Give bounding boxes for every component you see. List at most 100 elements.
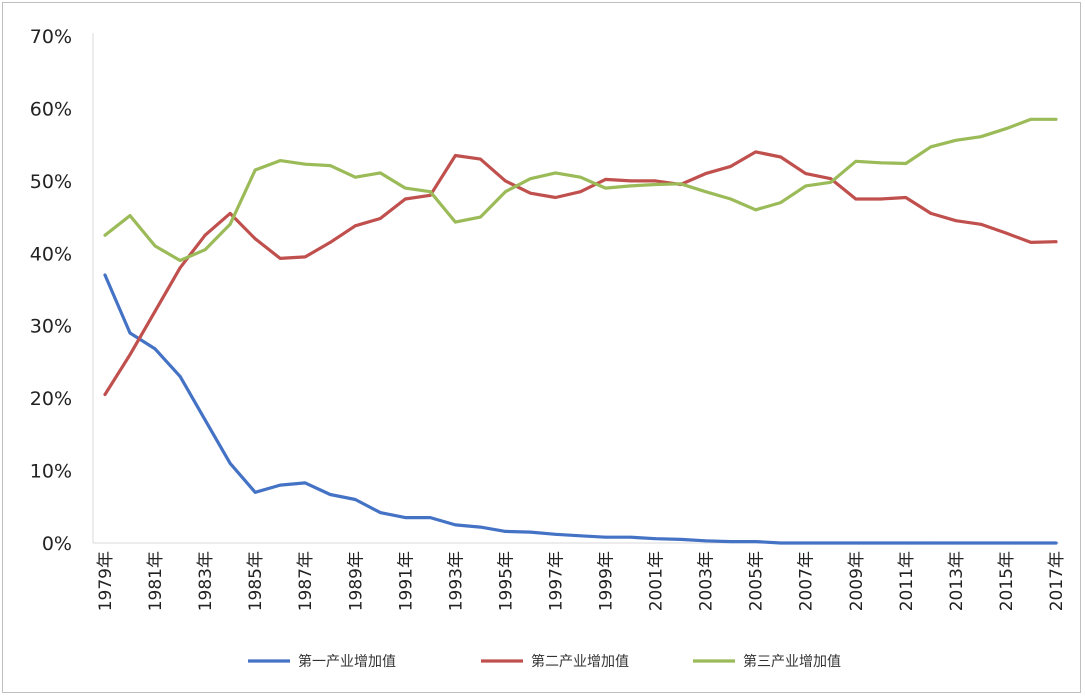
data-point: [879, 161, 883, 165]
data-point: [704, 539, 708, 543]
data-point: [754, 208, 758, 212]
data-point: [253, 490, 257, 494]
data-point: [854, 197, 858, 201]
data-point: [704, 172, 708, 176]
data-point: [278, 159, 282, 162]
data-point: [128, 353, 132, 357]
data-point: [854, 159, 858, 163]
y-tick-label: 10%: [30, 461, 72, 483]
x-tick-label: 2001年: [647, 551, 667, 611]
data-point: [729, 540, 733, 543]
data-point: [904, 196, 908, 199]
data-point: [504, 190, 507, 194]
x-tick-label: 2015年: [997, 551, 1017, 611]
data-point: [629, 535, 632, 539]
x-tick-labels: 1979年 1981年 1983年 1985年 1987年 1989年 1991年 1993年…: [96, 551, 1067, 611]
x-tick-label: 2009年: [847, 551, 867, 611]
legend-label: 第三产业增加值: [743, 653, 841, 670]
x-tick-label: 2013年: [947, 551, 967, 611]
data-point: [604, 186, 607, 190]
data-point: [453, 154, 457, 157]
data-point: [579, 190, 582, 194]
data-point: [779, 155, 783, 159]
data-point: [1054, 117, 1058, 121]
data-point: [353, 224, 357, 228]
data-point: [504, 179, 507, 183]
data-point: [253, 168, 257, 172]
x-tick-label: 1993年: [446, 551, 466, 611]
data-point: [1054, 541, 1058, 545]
data-point: [228, 222, 232, 226]
data-point: [278, 256, 282, 260]
x-tick-label: 1999年: [597, 551, 617, 611]
data-point: [704, 190, 708, 194]
data-point: [103, 233, 107, 237]
x-tick-label: 1985年: [246, 551, 266, 611]
data-point: [554, 196, 557, 199]
data-point: [754, 540, 758, 543]
x-tick-label: 1995年: [496, 551, 516, 611]
data-point: [153, 309, 157, 313]
data-point: [854, 541, 858, 545]
data-point: [654, 537, 657, 541]
data-point: [579, 534, 582, 538]
data-point: [303, 162, 307, 166]
data-point: [378, 511, 382, 514]
y-tick-label: 60%: [30, 98, 72, 120]
y-tick-label: 0%: [42, 533, 72, 555]
y-tick-label: 70%: [30, 26, 72, 48]
data-point: [879, 541, 883, 545]
data-point: [128, 331, 132, 335]
data-point: [679, 537, 683, 541]
data-point: [428, 516, 432, 520]
data-point: [253, 237, 257, 241]
data-point: [453, 523, 457, 527]
data-point: [654, 179, 657, 183]
data-point: [203, 248, 207, 252]
x-tick-label: 2017年: [1047, 551, 1067, 611]
data-point: [929, 145, 933, 149]
data-point: [929, 212, 933, 215]
data-point: [428, 190, 432, 194]
data-point: [954, 219, 958, 223]
data-point: [554, 532, 557, 536]
data-point: [979, 222, 983, 226]
data-point: [804, 172, 808, 176]
data-point: [303, 481, 307, 485]
data-point: [829, 177, 833, 181]
x-tick-label: 1981年: [146, 551, 166, 611]
data-point: [453, 220, 457, 224]
legend: 第一产业增加值 第二产业增加值 第三产业增加值: [248, 653, 841, 670]
line-chart: 0%10%20%30%40%50%60%70% 1979年 1981年 1983年 1…: [30, 26, 1067, 670]
data-point: [829, 180, 833, 184]
x-tick-label: 2005年: [747, 551, 767, 611]
data-point: [529, 191, 532, 195]
data-point: [929, 541, 933, 545]
data-point: [403, 516, 407, 520]
data-point: [804, 184, 808, 188]
data-point: [328, 164, 332, 168]
y-tick-label: 40%: [30, 243, 72, 265]
x-tick-label: 1991年: [396, 551, 416, 611]
data-point: [103, 273, 107, 277]
data-point: [153, 347, 157, 351]
series-lines: [103, 117, 1058, 545]
data-point: [979, 541, 983, 545]
data-point: [1004, 541, 1008, 545]
x-tick-label: 2007年: [797, 551, 817, 611]
data-point: [178, 266, 182, 270]
x-tick-label: 1989年: [346, 551, 366, 611]
data-point: [954, 138, 958, 142]
data-point: [153, 244, 157, 248]
data-point: [178, 259, 182, 262]
data-point: [1054, 240, 1058, 244]
data-point: [729, 164, 733, 168]
data-point: [1029, 541, 1033, 545]
data-point: [779, 541, 783, 545]
data-point: [1029, 241, 1033, 244]
data-point: [554, 171, 557, 175]
data-point: [403, 186, 407, 190]
data-point: [178, 375, 182, 378]
x-tick-label: 2003年: [697, 551, 717, 611]
data-point: [103, 393, 107, 396]
